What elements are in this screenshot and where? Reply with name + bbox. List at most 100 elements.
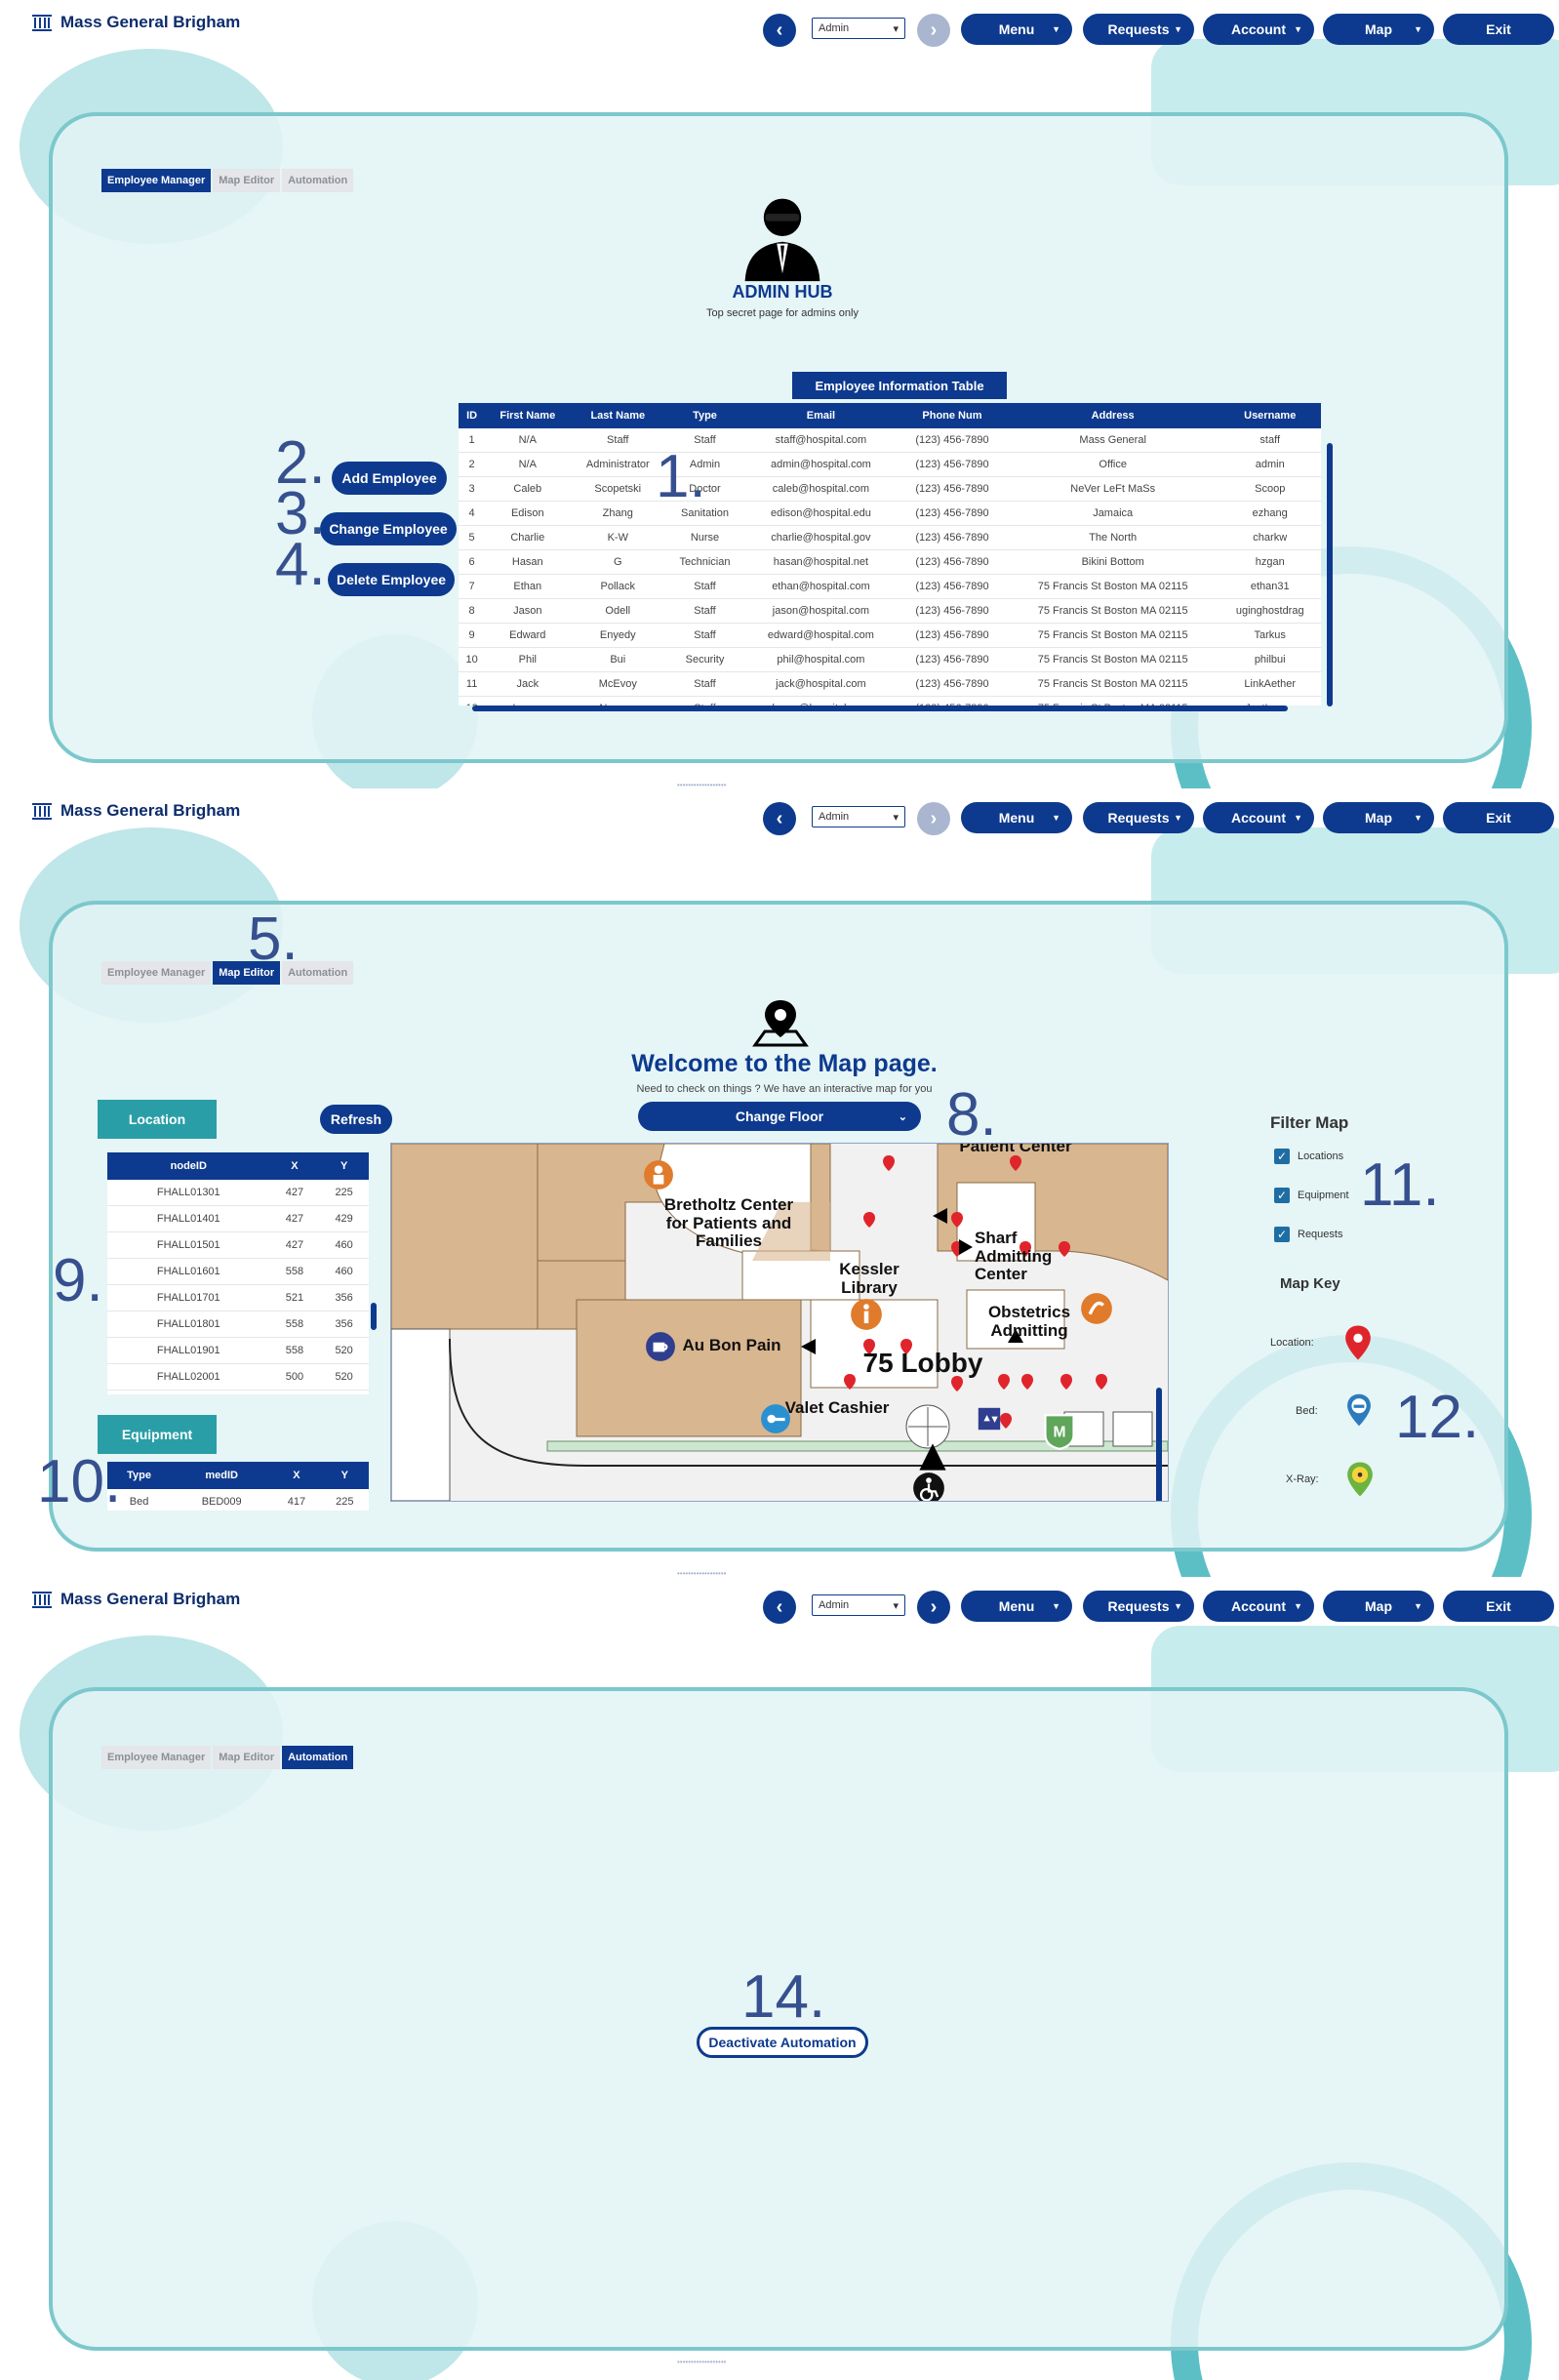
table-row[interactable]: FHALL01801 558 356 — [107, 1311, 369, 1338]
table-row[interactable]: FHALL01401 427 429 — [107, 1205, 369, 1232]
table-row[interactable]: 3 Caleb Scopetski Doctor caleb@hospital.com(… — [459, 476, 1321, 502]
account-label: Account — [1231, 21, 1286, 37]
table-row[interactable]: 8 Jason Odell Staff jason@hospital.com (123) … — [459, 598, 1321, 624]
map-vertical-scrollbar[interactable] — [1156, 1388, 1162, 1501]
table-row[interactable]: FHALL02001 500 520 — [107, 1363, 369, 1391]
forward-arrow-icon[interactable]: › — [917, 1591, 950, 1624]
table-row[interactable]: 5 Charlie K-W Nurse charlie@hospital.gov (123… — [459, 525, 1321, 550]
brand[interactable]: Mass General Brigham — [31, 12, 240, 33]
tab-automation[interactable]: Automation — [282, 169, 354, 192]
table-cell: Pollack — [570, 574, 666, 599]
location-table-wrapper[interactable]: nodeID X Y FHALL01301 427 225 FHALL01401 427 42… — [107, 1152, 369, 1394]
filter-locations[interactable]: ✓ Locations — [1274, 1149, 1343, 1164]
table-vertical-scrollbar[interactable] — [1327, 443, 1333, 706]
tab-employee-manager[interactable]: Employee Manager — [101, 961, 212, 985]
menu-button[interactable]: Menu ▼ — [961, 1591, 1072, 1622]
tab-employee-manager[interactable]: Employee Manager — [101, 1746, 212, 1769]
column-header: X — [272, 1462, 321, 1489]
tab-map-editor[interactable]: Map Editor — [213, 169, 281, 192]
account-button[interactable]: Account ▼ — [1203, 14, 1314, 45]
location-pin-icon — [1345, 1325, 1371, 1360]
table-row[interactable]: 10 Phil Bui Security phil@hospital.com (123) … — [459, 647, 1321, 672]
table-row[interactable]: FHALL01701 521 356 — [107, 1284, 369, 1311]
table-row[interactable]: Bed BED009 417 225 — [107, 1489, 369, 1511]
change-employee-button[interactable]: Change Employee — [320, 512, 457, 545]
user-select[interactable]: Admin ▾ — [812, 1594, 905, 1616]
filter-equipment[interactable]: ✓ Equipment — [1274, 1188, 1349, 1203]
map-button[interactable]: Map ▼ — [1323, 802, 1434, 833]
location-table-scrollbar[interactable] — [371, 1303, 377, 1330]
table-cell: Bui — [570, 647, 666, 672]
table-cell: Mass General — [1006, 428, 1219, 453]
change-floor-select[interactable]: Change Floor ⌄ — [638, 1102, 921, 1131]
chevron-down-icon: ▼ — [1294, 813, 1302, 823]
back-arrow-icon[interactable]: ‹ — [763, 802, 796, 835]
table-horizontal-scrollbar[interactable] — [472, 706, 1288, 711]
menu-button[interactable]: Menu ▼ — [961, 802, 1072, 833]
back-arrow-icon[interactable]: ‹ — [763, 1591, 796, 1624]
table-row[interactable]: FHALL02101569546 — [107, 1390, 369, 1394]
table-row[interactable]: FHALL01901 558 520 — [107, 1337, 369, 1364]
tab-bar: Employee Manager Map Editor Automation — [101, 961, 355, 985]
table-row[interactable]: 11 Jack McEvoy Staff jack@hospital.com (123) … — [459, 671, 1321, 697]
requests-button[interactable]: Requests ▼ — [1083, 14, 1194, 45]
forward-arrow-icon[interactable]: › — [917, 14, 950, 47]
chevron-down-icon: ⌄ — [898, 1110, 907, 1123]
exit-button[interactable]: Exit — [1443, 1591, 1554, 1622]
table-row[interactable]: 4 Edison Zhang Sanitation edison@hospital.ed… — [459, 501, 1321, 526]
table-row[interactable]: 9 Edward Enyedy Staff edward@hospital.com (12… — [459, 623, 1321, 648]
table-row[interactable]: FHALL01501 427 460 — [107, 1231, 369, 1259]
menu-button[interactable]: Menu ▼ — [961, 14, 1072, 45]
table-row[interactable]: 7 Ethan Pollack Staff ethan@hospital.com (123… — [459, 574, 1321, 599]
table-row[interactable]: 6 Hasan G Technician hasan@hospital.net (123)… — [459, 549, 1321, 575]
tab-employee-manager[interactable]: Employee Manager — [101, 169, 212, 192]
table-cell: Staff — [665, 598, 744, 624]
table-cell: N/A — [485, 452, 571, 477]
filter-requests[interactable]: ✓ Requests — [1274, 1227, 1342, 1242]
add-employee-button[interactable]: Add Employee — [332, 462, 447, 495]
bed-pin-icon — [1347, 1393, 1371, 1427]
requests-button[interactable]: Requests ▼ — [1083, 802, 1194, 833]
deactivate-automation-button[interactable]: Deactivate Automation — [697, 2027, 868, 2058]
location-table-header: Location — [98, 1100, 217, 1139]
table-cell: charkw — [1219, 525, 1321, 550]
exit-button[interactable]: Exit — [1443, 802, 1554, 833]
map-button[interactable]: Map ▼ — [1323, 1591, 1434, 1622]
table-header-row: ID First Name Last Name Type Email Phone Num A… — [459, 403, 1321, 428]
account-button[interactable]: Account ▼ — [1203, 1591, 1314, 1622]
tab-automation[interactable]: Automation — [282, 1746, 354, 1769]
brand[interactable]: Mass General Brigham — [31, 1589, 240, 1610]
equipment-table-wrapper[interactable]: Type medID X Y Bed BED009 417 225 — [107, 1462, 369, 1511]
table-row[interactable]: FHALL01301 427 225 — [107, 1180, 369, 1206]
table-cell: Caleb — [485, 476, 571, 502]
family-icon — [644, 1160, 673, 1190]
table-cell: (123) 456-7890 — [898, 501, 1007, 526]
table-cell: admin@hospital.com — [743, 452, 899, 477]
forward-arrow-icon[interactable]: › — [917, 802, 950, 835]
table-row[interactable]: 12LeonaNguyenStaffleona@hospital.com(123… — [459, 696, 1321, 706]
exit-button[interactable]: Exit — [1443, 14, 1554, 45]
table-row[interactable]: 1 N/A Staff Staff staff@hospital.com (123) 45… — [459, 428, 1321, 453]
requests-button[interactable]: Requests ▼ — [1083, 1591, 1194, 1622]
interactive-map[interactable]: M — [390, 1143, 1169, 1502]
user-select[interactable]: Admin ▾ — [812, 18, 905, 39]
back-arrow-icon[interactable]: ‹ — [763, 14, 796, 47]
annotation-1: 1. — [656, 443, 706, 510]
map-button[interactable]: Map ▼ — [1323, 14, 1434, 45]
table-row[interactable]: 2 N/A Administrator Admin admin@hospital.com… — [459, 452, 1321, 477]
tab-map-editor[interactable]: Map Editor — [213, 1746, 281, 1769]
refresh-button[interactable]: Refresh — [320, 1105, 392, 1134]
delete-employee-button[interactable]: Delete Employee — [328, 563, 455, 596]
table-cell: ethan@hospital.com — [743, 574, 899, 599]
accessible-icon — [913, 1472, 944, 1501]
tab-automation[interactable]: Automation — [282, 961, 354, 985]
column-header: Address — [1006, 403, 1219, 428]
account-button[interactable]: Account ▼ — [1203, 802, 1314, 833]
user-select[interactable]: Admin ▾ — [812, 806, 905, 827]
table-row[interactable]: FHALL01601 558 460 — [107, 1258, 369, 1285]
brand[interactable]: Mass General Brigham — [31, 800, 240, 822]
tab-map-editor[interactable]: Map Editor — [213, 961, 281, 985]
table-cell: 1 — [459, 428, 486, 453]
table-cell: 460 — [319, 1258, 369, 1285]
employee-table-wrapper[interactable]: ID First Name Last Name Type Email Phone Num A… — [459, 403, 1321, 706]
